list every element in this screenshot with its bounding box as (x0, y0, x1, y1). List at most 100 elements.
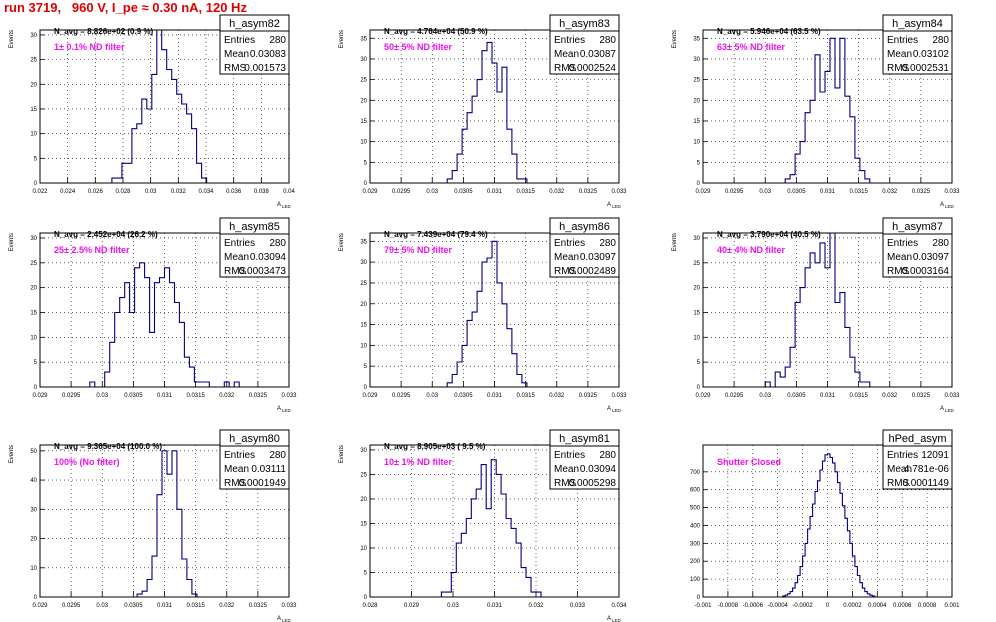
x-tick-label: 0.0004 (868, 603, 887, 609)
stats-label: Mean (887, 252, 912, 263)
histogram-name: hPed_asym (888, 433, 946, 445)
x-tick-label: 0.031 (820, 189, 836, 195)
y-axis-title: Events (339, 445, 345, 463)
y-axis-title: Events (339, 30, 345, 48)
histogram-bin (512, 354, 517, 387)
y-tick-label: 10 (693, 140, 700, 146)
x-tick-label: 0.0008 (918, 603, 937, 609)
histogram-bin (511, 528, 516, 597)
histogram-bin (115, 312, 120, 387)
x-tick-label: 0.028 (362, 603, 378, 609)
stats-box-frame (882, 217, 953, 278)
stats-value: 0.0003473 (239, 266, 287, 277)
x-axis-title: A (607, 406, 611, 412)
x-axis-title-sub: LED (612, 618, 622, 622)
histogram-bin (147, 579, 152, 597)
x-tick-label: 0.031 (157, 393, 173, 399)
histogram-bin (860, 171, 865, 183)
histogram-panel-h_asym84: 0 5 10 15 20 25 30 35 0.029 0.0295 0.03 0.0305 0.031… (672, 14, 960, 209)
x-tick-label: -0.0006 (743, 603, 764, 609)
histogram-bin (187, 114, 192, 183)
histogram-bin (813, 504, 815, 597)
y-tick-label: 15 (360, 323, 367, 329)
stats-value: 280 (599, 238, 616, 249)
x-tick-label: 0.029 (695, 393, 711, 399)
histogram-bin (840, 493, 842, 597)
histogram-bin (855, 158, 860, 183)
y-axis-title: Events (9, 445, 15, 463)
stats-value: 280 (599, 450, 616, 461)
x-axis-title-sub: LED (945, 408, 955, 413)
y-tick-label: 30 (30, 507, 37, 513)
y-tick-label: 20 (30, 82, 37, 88)
y-tick-label: 20 (360, 302, 367, 308)
navg-label: N_avg = 2.452e+04 (26.2 %) (54, 230, 158, 239)
x-tick-label: 0.03 (759, 189, 771, 195)
histogram-bin (536, 592, 541, 597)
histogram-bin (823, 461, 825, 597)
x-tick-label: 0.029 (32, 603, 48, 609)
histogram-bin (117, 178, 122, 183)
x-tick-label: 0.038 (254, 189, 270, 195)
histogram-bin (820, 243, 825, 387)
histogram-bin (142, 99, 147, 183)
histogram-bin (830, 233, 835, 387)
histogram-bin (152, 556, 157, 597)
x-axis-title-sub: LED (612, 408, 622, 413)
x-tick-label: 0.0305 (454, 393, 473, 399)
y-tick-label: 30 (360, 448, 367, 454)
histogram-bin (167, 69, 172, 183)
histogram-bin (157, 30, 162, 183)
histogram-bin (477, 80, 482, 183)
histogram-bin (182, 559, 187, 597)
stats-value: 280 (932, 35, 949, 46)
stats-label: Mean (224, 49, 249, 60)
stats-value: 0.0005298 (569, 478, 617, 489)
y-tick-label: 200 (690, 559, 701, 565)
stats-box-frame (882, 14, 953, 75)
y-tick-label: 40 (30, 478, 37, 484)
histogram-name: h_asym85 (229, 221, 280, 233)
x-tick-label: 0.031 (487, 189, 503, 195)
histogram-panel-h_asym82: 0 5 10 15 20 25 30 0.022 0.024 0.026 0.028 0.03 0.03… (9, 14, 295, 209)
x-tick-label: 0.0006 (893, 603, 912, 609)
histogram-bin (172, 79, 177, 183)
x-tick-label: 0.034 (198, 189, 214, 195)
histogram-bin (152, 74, 157, 183)
x-tick-label: 0.032 (219, 393, 235, 399)
stats-value: 12091 (921, 450, 949, 461)
stats-label: Entries (554, 35, 585, 46)
histogram-bin (830, 458, 832, 597)
histogram-bin (865, 179, 870, 183)
stats-box-frame (549, 429, 620, 490)
histogram-bin (775, 372, 780, 387)
stats-value: 0.0001149 (902, 478, 949, 489)
histogram-bin (818, 481, 820, 597)
histogram-series (440, 459, 542, 597)
x-tick-label: 0.0305 (454, 189, 473, 195)
histogram-bin (461, 533, 466, 597)
histogram-bin (492, 63, 497, 183)
y-tick-label: 5 (697, 160, 701, 166)
navg-label: N_avg = 3.790e+04 (40.5 %) (717, 230, 821, 239)
histogram-bin (167, 474, 172, 597)
histogram-bin (466, 519, 471, 597)
histogram-panel-h_asym83: 0 5 10 15 20 25 30 35 0.029 0.0295 0.03 0.0305 0.031… (339, 14, 627, 209)
y-tick-label: 30 (693, 57, 700, 63)
histogram-bin (845, 327, 850, 387)
x-axis-title-sub: LED (282, 204, 292, 209)
stats-label: Mean (554, 49, 579, 60)
histogram-bin (199, 382, 204, 387)
stats-label: Mean (887, 464, 912, 475)
histogram-bin (522, 383, 527, 387)
x-tick-label: 0.0325 (912, 189, 931, 195)
histogram-bin (125, 283, 130, 387)
histogram-series (446, 240, 528, 387)
x-tick-label: 0.033 (611, 189, 627, 195)
filter-label: 79± 5% ND filter (384, 245, 452, 255)
histogram-bin (522, 179, 527, 183)
y-tick-label: 15 (693, 119, 700, 125)
x-tick-label: -0.0004 (768, 603, 789, 609)
